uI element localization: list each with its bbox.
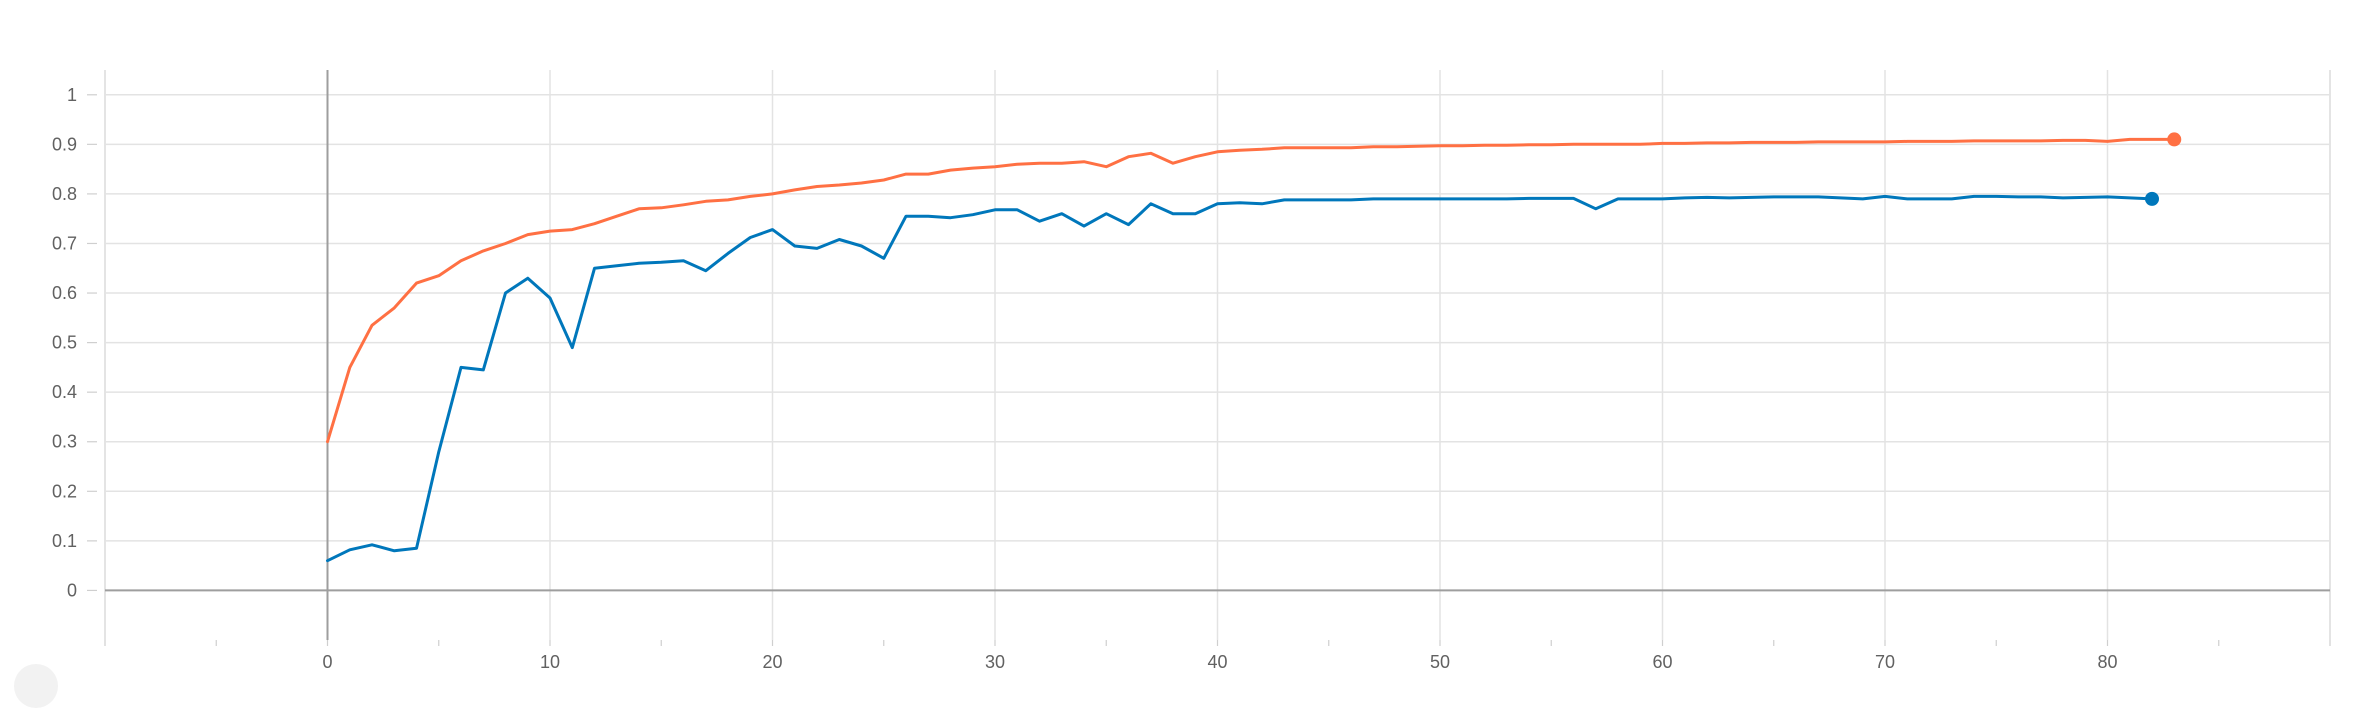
grid [104,70,2331,640]
y-tick-label: 0.7 [52,233,77,253]
x-tick-label: 60 [1652,652,1672,672]
y-tick-label: 0.4 [52,382,77,402]
series-line-1 [326,194,2154,563]
y-tick-label: 0.6 [52,283,77,303]
y-tick-label: 1 [67,85,77,105]
y-tick-label: 0.1 [52,531,77,551]
x-tick-label: 0 [322,652,332,672]
x-tick-label: 50 [1430,652,1450,672]
x-tick-label: 70 [1875,652,1895,672]
x-tick-label: 20 [762,652,782,672]
series-line-0 [326,137,2176,444]
axes [87,70,2331,646]
tick-labels: 0 10 20 30 40 50 60 70 80 0 0.1 0.2 0.3 0.4 0.5 0.6 0.7 0… [52,85,2118,672]
action-button-shadow [14,664,58,708]
series-endpoint-0 [2167,132,2182,147]
x-tick-label: 80 [2097,652,2117,672]
x-tick-label: 30 [985,652,1005,672]
series-layer [326,132,2182,563]
y-tick-label: 0.3 [52,432,77,452]
y-tick-label: 0 [67,580,77,600]
y-tick-label: 0.2 [52,481,77,501]
y-tick-label: 0.8 [52,184,77,204]
y-tick-label: 0.9 [52,134,77,154]
y-tick-label: 0.5 [52,333,77,353]
x-tick-label: 10 [540,652,560,672]
series-endpoint-1 [2145,191,2159,206]
x-tick-label: 40 [1207,652,1227,672]
